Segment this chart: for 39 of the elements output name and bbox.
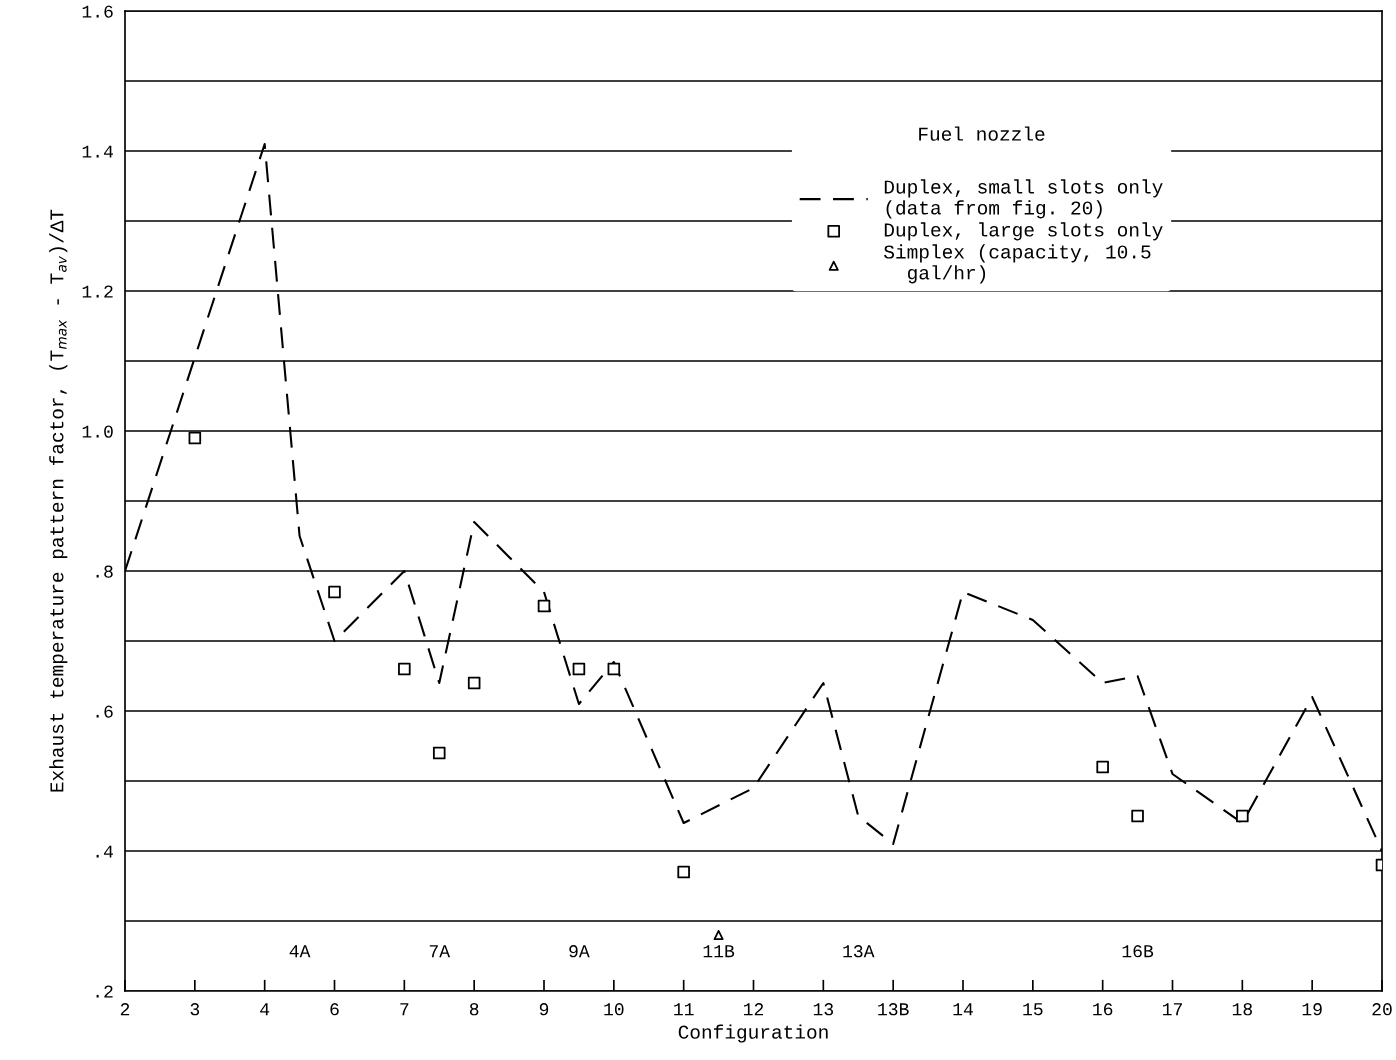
x-tick-label: 8 [469, 1003, 479, 1016]
x-tick-label: 18 [1232, 1003, 1252, 1016]
x-axis-title: Configuration [678, 1024, 828, 1043]
x-tick-label: 11B [703, 945, 735, 958]
x-tick-label: 16B [1122, 945, 1154, 958]
y-tick-label: .8 [96, 565, 113, 578]
x-tick-label: 9 [539, 1003, 549, 1016]
y-tick-label: 1.6 [82, 5, 113, 18]
y-tick-label: 1.4 [82, 145, 113, 158]
x-tick-label: 7 [400, 1003, 409, 1016]
legend-label: Duplex, small slots only (data from fig. 20) [884, 179, 1163, 219]
x-tick-label: 7A [429, 945, 451, 958]
y-tick-label: .4 [96, 845, 113, 858]
legend-label: Simplex (capacity, 10.5 gal/hr) [884, 244, 1151, 284]
x-tick-label: 4A [289, 945, 311, 958]
x-tick-label: 11 [674, 1003, 694, 1016]
x-tick-label: 13 [813, 1003, 834, 1016]
legend-title: Fuel nozzle [919, 126, 1045, 141]
x-tick-label: 2 [120, 1003, 130, 1016]
x-tick-label: 9A [569, 945, 590, 958]
x-tick-label: 15 [1023, 1003, 1043, 1016]
x-tick-label: 17 [1162, 1003, 1182, 1016]
x-tick-label: 4 [260, 1003, 270, 1016]
x-tick-label: 3 [190, 1003, 200, 1016]
x-tick-label: 6 [330, 1003, 339, 1016]
y-tick-label: .2 [96, 985, 113, 998]
x-tick-label: 13A [843, 945, 875, 958]
x-tick-label: 19 [1302, 1003, 1322, 1016]
y-axis-title: Exhaust temperature pattern factor, (T$_{max}$ - T$_{av}$)/ΔT [49, 209, 68, 792]
x-tick-label: 14 [953, 1003, 973, 1016]
x-tick-label: 12 [743, 1003, 764, 1016]
x-tick-label: 13B [878, 1003, 909, 1016]
x-tick-label: 16 [1093, 1003, 1113, 1016]
y-tick-label: 1.2 [82, 285, 113, 298]
y-tick-label: .6 [96, 705, 113, 718]
x-tick-label: 20 [1372, 1003, 1392, 1016]
legend-label: Duplex, large slots only [884, 222, 1163, 241]
x-tick-label: 10 [604, 1003, 624, 1016]
y-tick-label: 1.0 [82, 425, 113, 438]
